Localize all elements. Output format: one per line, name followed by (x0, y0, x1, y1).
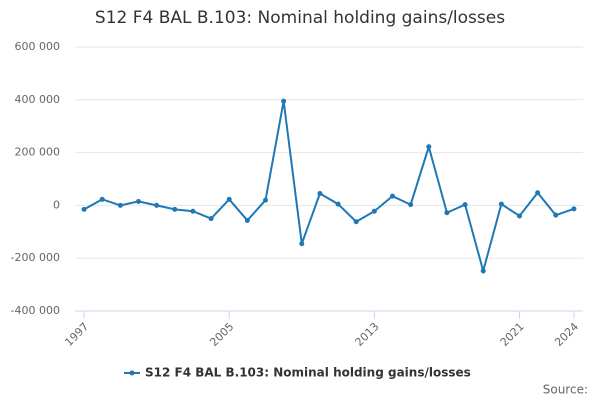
point (136, 198, 141, 204)
x-tick-label: 1997 (62, 320, 91, 349)
point (81, 206, 87, 212)
y-tick-label: 200 000 (15, 146, 61, 159)
chart-title: S12 F4 BAL B.103: Nominal holding gains/… (95, 8, 505, 28)
point (535, 190, 541, 196)
x-tick-label: 2024 (552, 320, 581, 349)
y-tick-label: -200 000 (11, 251, 60, 264)
point (462, 202, 468, 208)
point (263, 197, 268, 203)
point (408, 202, 414, 208)
y-tick-label: -400 000 (11, 304, 60, 317)
source: Source: (543, 383, 588, 397)
point (553, 212, 559, 218)
point (208, 216, 214, 222)
point (498, 201, 504, 207)
point (281, 98, 287, 104)
point (517, 213, 522, 219)
point (444, 210, 450, 216)
legend-marker (129, 370, 135, 376)
point (480, 268, 486, 274)
point (226, 196, 232, 202)
y-tick-label: 600 000 (15, 40, 61, 53)
x-tick-label: 2005 (207, 320, 236, 349)
y-tick-label: 0 (53, 198, 60, 211)
point (371, 208, 377, 214)
point (317, 191, 323, 197)
point (335, 201, 341, 207)
point (172, 206, 178, 212)
legend-label: S12 F4 BAL B.103: Nominal holding gains/… (145, 366, 471, 380)
point (117, 202, 123, 208)
point (426, 144, 432, 150)
point (154, 202, 160, 208)
x-tick-label: 2021 (498, 320, 527, 349)
point (353, 219, 359, 225)
point (190, 208, 196, 214)
point (244, 217, 250, 223)
series-line (83, 100, 575, 275)
point (571, 206, 577, 212)
point (390, 193, 395, 199)
point (299, 241, 305, 247)
x-tick-label: 2013 (353, 320, 382, 349)
point (99, 196, 105, 202)
y-tick-label: 400 000 (15, 93, 61, 106)
